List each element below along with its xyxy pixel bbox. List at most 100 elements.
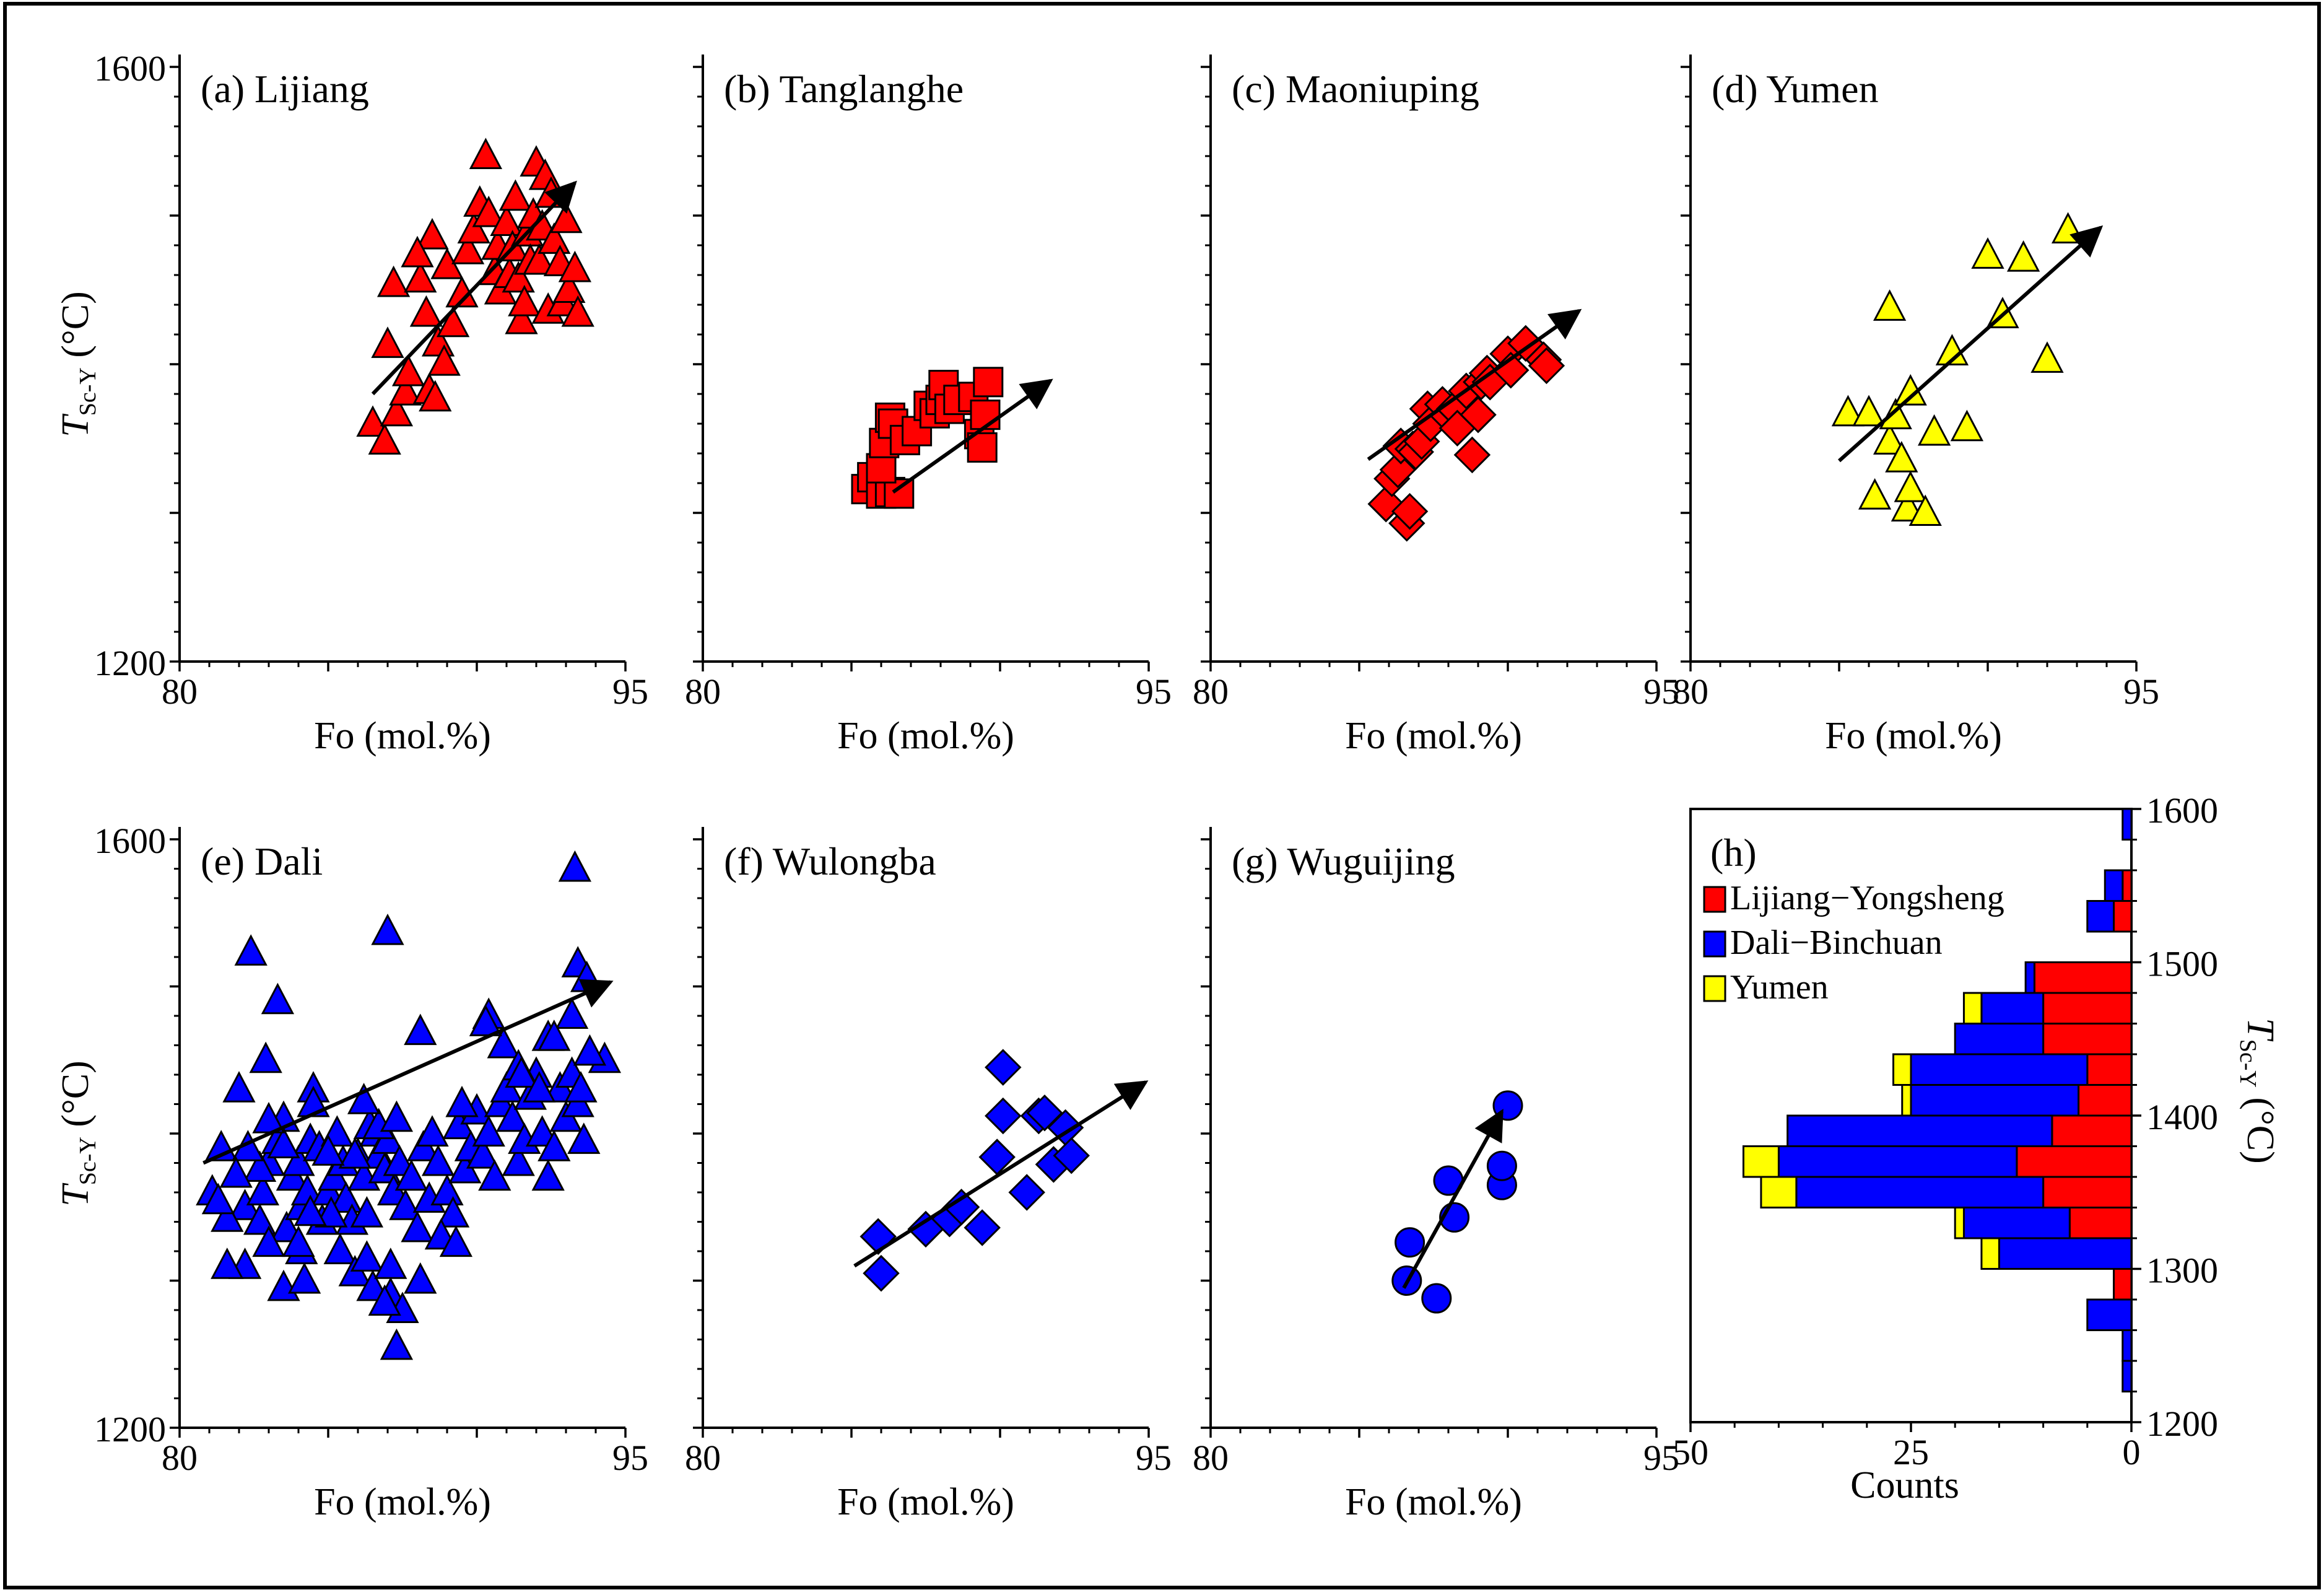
- data-point: [401, 235, 434, 268]
- data-point: [1935, 334, 1969, 365]
- x-axis-label: Fo (mol.%): [837, 715, 1014, 757]
- x-axis-label: Fo (mol.%): [314, 1481, 491, 1523]
- panel-label: (f) Wulongba: [724, 839, 936, 883]
- trend-arrow: [1402, 1109, 1504, 1289]
- data-point: [1528, 347, 1565, 385]
- data-point: [967, 432, 998, 463]
- data-point: [427, 344, 461, 376]
- data-point: [201, 1182, 235, 1215]
- data-point: [1873, 423, 1907, 455]
- data-point: [445, 1085, 479, 1117]
- data-point: [380, 1100, 414, 1132]
- y-tick-label: 1600: [94, 821, 166, 861]
- data-point: [404, 1262, 437, 1294]
- data-point: [552, 271, 586, 304]
- histogram-bar: [2042, 1176, 2133, 1208]
- data-point: [1858, 478, 1892, 510]
- figure-frame: [3, 2, 2321, 1589]
- x-tick-label: 80: [1193, 1438, 1229, 1478]
- data-point: [2030, 341, 2064, 373]
- data-point: [368, 1284, 401, 1316]
- x-tick-label: 0: [2123, 1432, 2141, 1472]
- data-point: [1026, 1095, 1063, 1132]
- panel-label: (g) Wuguijing: [1232, 839, 1455, 883]
- data-point: [347, 1083, 381, 1114]
- data-point: [1873, 289, 1907, 321]
- data-point: [416, 1115, 449, 1147]
- data-point: [451, 232, 485, 264]
- trend-arrow: [371, 180, 577, 396]
- data-point: [973, 367, 1004, 398]
- data-point: [472, 1115, 505, 1147]
- y-axis-label: TSc-Y (°C): [54, 291, 101, 437]
- data-point: [374, 1248, 407, 1279]
- histogram-bar: [1760, 1176, 1798, 1208]
- x-tick-label: 95: [1643, 1438, 1679, 1478]
- histogram-bar: [2042, 1023, 2133, 1055]
- data-point: [555, 997, 589, 1029]
- panel-label: (c) Maoniuping: [1232, 67, 1479, 111]
- panel-label: (b) Tanglanghe: [724, 67, 964, 111]
- y-tick-label: 1200: [94, 1409, 166, 1449]
- data-point: [558, 250, 592, 282]
- data-point: [985, 1049, 1022, 1086]
- data-point: [561, 295, 594, 327]
- x-tick-label: 80: [162, 671, 198, 712]
- panel-d: 80 95 Fo (mol.%) (d) Yumen: [1673, 55, 2159, 757]
- data-point: [466, 1137, 500, 1169]
- data-point: [523, 243, 556, 275]
- x-tick-label: 80: [685, 671, 721, 712]
- x-tick-label: 95: [612, 1438, 648, 1478]
- data-point: [371, 913, 404, 945]
- data-point: [478, 1159, 511, 1191]
- panel-b: 80 95 Fo (mol.%) (b) Tanglanghe: [685, 55, 1172, 757]
- histogram-bar: [1910, 1053, 2089, 1086]
- panel-label: (h): [1710, 831, 1757, 875]
- data-point: [1852, 395, 1886, 427]
- data-point: [1453, 436, 1491, 474]
- histogram-bar: [2122, 1329, 2133, 1362]
- data-point: [356, 405, 390, 437]
- histogram-bar: [2024, 961, 2035, 994]
- data-point: [261, 982, 295, 1015]
- histogram-bar: [2122, 808, 2133, 841]
- histogram-bar: [2078, 1084, 2133, 1117]
- data-point: [564, 1071, 598, 1103]
- histogram-bar: [2086, 1053, 2133, 1086]
- trend-arrow: [1367, 308, 1582, 461]
- histogram-bar: [2104, 869, 2124, 902]
- data-point: [537, 1019, 571, 1051]
- data-point: [457, 212, 490, 244]
- histogram-bar: [1787, 1114, 2053, 1147]
- data-point: [380, 1328, 414, 1360]
- data-point: [350, 1195, 384, 1228]
- histogram-bar: [1980, 992, 2045, 1025]
- legend-label: Dali−Binchuan: [1730, 924, 1943, 962]
- data-point: [404, 261, 437, 293]
- data-point: [409, 295, 443, 327]
- x-tick-label: 95: [1136, 1438, 1172, 1478]
- y-tick-label: 1400: [2146, 1097, 2218, 1137]
- data-point: [523, 1071, 556, 1103]
- data-point: [1950, 409, 1984, 442]
- data-point: [376, 265, 411, 297]
- histogram-bar: [2086, 1298, 2133, 1331]
- data-point: [498, 179, 533, 211]
- data-point: [1053, 1137, 1090, 1174]
- histogram-bar: [1892, 1053, 1912, 1086]
- trend-arrow: [202, 979, 614, 1165]
- data-point: [985, 1097, 1022, 1135]
- x-tick-label: 95: [1643, 671, 1679, 712]
- data-point: [884, 478, 915, 509]
- data-point: [469, 1005, 503, 1036]
- data-point: [243, 1150, 277, 1182]
- data-point: [487, 1026, 520, 1059]
- data-point: [2006, 240, 2040, 272]
- panel-label: (a) Lijiang: [201, 67, 369, 111]
- legend-swatch: [1703, 886, 1726, 913]
- histogram-bar: [2051, 1114, 2133, 1147]
- histogram-bar: [2122, 1360, 2133, 1392]
- data-point: [472, 195, 505, 227]
- trend-arrow: [853, 1080, 1149, 1268]
